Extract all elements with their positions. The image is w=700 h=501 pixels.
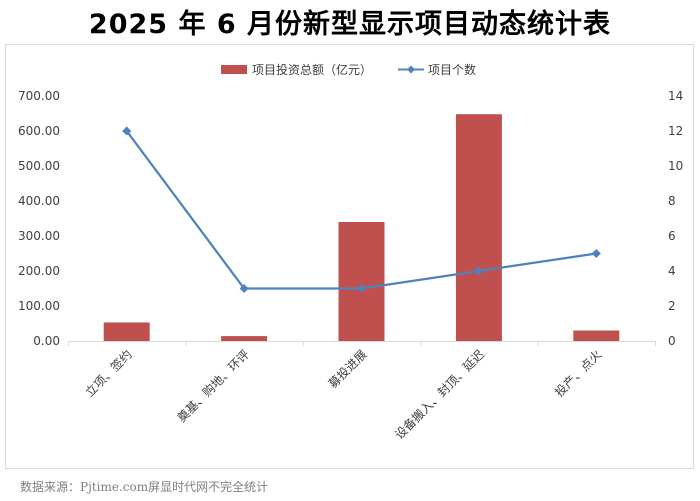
line-point bbox=[122, 126, 132, 136]
right-axis-tick-label: 0 bbox=[668, 334, 676, 348]
x-axis-category-label: 投产、点火 bbox=[551, 347, 604, 400]
bar-series bbox=[103, 114, 620, 341]
x-axis-category-label: 立项、签约 bbox=[82, 347, 135, 400]
chart-axes: 0.00 100.00 200.00 300.00 400.00 500.00 600.00… bbox=[18, 89, 683, 348]
left-axis-tick-label: 0.00 bbox=[33, 334, 60, 348]
left-axis-tick-label: 700.00 bbox=[18, 89, 60, 103]
right-axis-tick-label: 10 bbox=[668, 159, 683, 173]
line-point bbox=[591, 249, 601, 258]
line-series bbox=[122, 126, 601, 293]
bar bbox=[338, 222, 385, 341]
legend-line-label: 项目个数 bbox=[428, 62, 476, 77]
left-axis-tick-label: 200.00 bbox=[18, 264, 60, 278]
right-axis-tick-label: 6 bbox=[668, 229, 676, 243]
x-axis-labels: 立项、签约 奠基、购地、环评 募投进展 设备搬入、封顶、延迟 投产、点火 bbox=[82, 347, 605, 442]
bar bbox=[221, 336, 268, 341]
chart-frame bbox=[5, 44, 694, 469]
left-axis-tick-label: 300.00 bbox=[18, 229, 60, 243]
bar bbox=[103, 322, 150, 341]
right-axis-tick-label: 4 bbox=[668, 264, 676, 278]
line-point bbox=[357, 284, 366, 293]
right-axis-tick-label: 2 bbox=[668, 299, 676, 313]
combo-chart: 项目投资总额（亿元） 项目个数 0.00100.00200.00300.0040… bbox=[18, 62, 683, 442]
left-axis-tick-label: 500.00 bbox=[18, 159, 60, 173]
bar bbox=[573, 330, 620, 341]
x-axis-category-label: 奠基、购地、环评 bbox=[174, 347, 252, 425]
x-axis-category-label: 募投进展 bbox=[325, 347, 370, 392]
chart-legend: 项目投资总额（亿元） 项目个数 bbox=[221, 62, 476, 77]
left-axis-tick-label: 400.00 bbox=[18, 194, 60, 208]
right-axis-tick-label: 8 bbox=[668, 194, 676, 208]
line-point bbox=[239, 284, 249, 293]
x-axis-category-label: 设备搬入、封顶、延迟 bbox=[392, 347, 487, 442]
page-title: 2025 年 6 月份新型显示项目动态统计表 bbox=[88, 9, 612, 40]
left-axis-tick-label: 100.00 bbox=[18, 299, 60, 313]
legend-line-marker bbox=[407, 65, 415, 74]
left-axis-tick-label: 600.00 bbox=[18, 124, 60, 138]
right-axis-tick-label: 12 bbox=[668, 124, 683, 138]
bar bbox=[455, 114, 502, 341]
data-source-note: 数据来源：Pjtime.com屏显时代网不完全统计 bbox=[20, 480, 269, 494]
legend-bar-swatch bbox=[221, 65, 247, 74]
legend-bar-label: 项目投资总额（亿元） bbox=[252, 62, 372, 77]
right-axis-tick-label: 14 bbox=[668, 89, 683, 103]
line-point bbox=[474, 266, 484, 276]
